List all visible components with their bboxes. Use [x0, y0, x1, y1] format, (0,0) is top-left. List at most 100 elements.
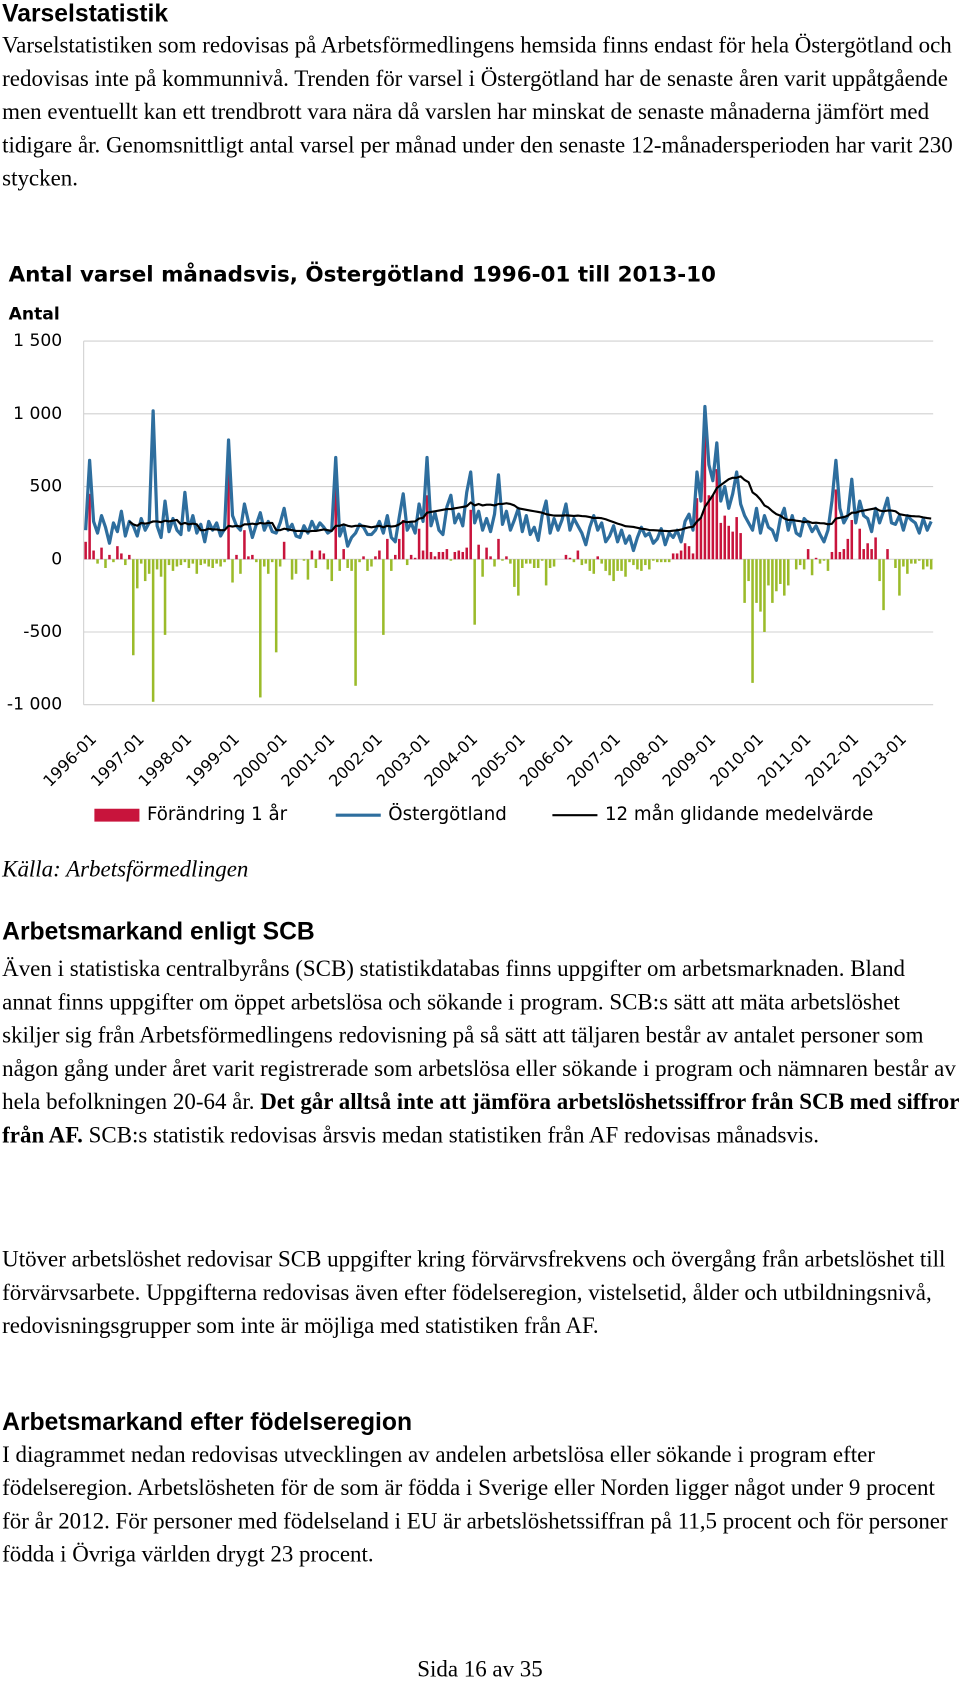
bar	[282, 541, 286, 560]
bar	[239, 559, 242, 574]
bar	[445, 549, 449, 560]
bar	[251, 554, 254, 560]
bar	[92, 550, 95, 560]
bar	[354, 559, 357, 686]
footer: Sida 16 av 35	[417, 1656, 543, 1682]
bar	[505, 556, 508, 560]
bar	[116, 546, 119, 560]
bar	[771, 559, 774, 603]
bar	[715, 469, 719, 560]
bar	[139, 559, 143, 564]
bar	[703, 426, 707, 560]
bar	[469, 509, 472, 560]
bar	[215, 559, 218, 564]
bar	[683, 543, 687, 560]
bar	[528, 559, 532, 564]
bar	[128, 554, 131, 560]
bar	[513, 559, 516, 587]
bar	[794, 559, 798, 570]
bar	[366, 559, 369, 571]
bar	[751, 559, 754, 683]
text: Utöver arbetslöshet redovisar SCB uppgif…	[2, 1246, 946, 1339]
bar	[878, 559, 881, 582]
y-tick-label: 1 500	[13, 331, 62, 351]
bar	[525, 559, 528, 564]
bar	[898, 559, 901, 596]
y-tick-label: 1 000	[13, 404, 62, 424]
bar	[532, 559, 536, 568]
bar	[441, 551, 445, 560]
bar	[727, 525, 730, 560]
bar	[382, 559, 385, 635]
bar	[195, 559, 199, 574]
bar	[453, 551, 457, 560]
bar	[318, 550, 322, 560]
bar	[135, 559, 139, 589]
bar	[568, 557, 572, 560]
bar	[314, 559, 318, 568]
bar	[858, 528, 861, 560]
bar	[378, 550, 381, 560]
bar	[290, 559, 294, 580]
bar	[370, 559, 373, 567]
bar	[787, 559, 790, 586]
bar	[735, 517, 738, 560]
bar	[223, 559, 226, 563]
text: Varselstatistiken som redovisas på Arbet…	[2, 32, 953, 191]
bar	[902, 559, 905, 567]
bar	[592, 559, 596, 574]
bar	[814, 557, 818, 560]
legend-swatch	[94, 808, 140, 822]
line	[84, 404, 933, 553]
paragraph: Även i statistiska centralbyråns (SCB) s…	[2, 952, 960, 1152]
bar	[96, 559, 99, 564]
bar	[917, 559, 921, 561]
y-tick-label: -1 000	[7, 695, 62, 715]
bar	[497, 538, 500, 560]
bar	[925, 559, 929, 567]
bar	[100, 547, 103, 560]
bar	[517, 559, 520, 596]
bar	[147, 559, 151, 574]
bar	[600, 559, 603, 564]
bar	[687, 546, 691, 560]
bar	[548, 559, 552, 568]
bar	[489, 556, 492, 560]
bar	[104, 559, 107, 568]
legend-label: Förändring 1 år	[147, 804, 288, 825]
bar	[425, 495, 429, 560]
bar	[572, 559, 576, 563]
bar	[616, 559, 619, 571]
bar	[802, 559, 806, 570]
bar	[155, 559, 159, 570]
bar	[457, 550, 461, 560]
line	[128, 475, 932, 533]
bar	[552, 559, 556, 567]
bar	[914, 559, 917, 564]
bar	[882, 559, 885, 611]
bar	[143, 559, 147, 582]
bar	[421, 550, 425, 560]
legend-label: 12 mån glidande medelvärde	[605, 804, 873, 825]
bar	[124, 559, 127, 566]
bar	[227, 464, 230, 560]
paragraph: I diagrammet nedan redovisas utvecklinge…	[2, 1438, 960, 1571]
bar	[413, 557, 417, 560]
bar	[731, 531, 734, 560]
bar	[691, 553, 695, 560]
bar	[850, 519, 854, 560]
bar	[302, 559, 306, 561]
bar	[346, 559, 349, 568]
bar	[481, 559, 484, 577]
bar	[509, 559, 512, 564]
bar	[231, 559, 234, 583]
bar	[465, 547, 469, 560]
bar	[866, 543, 869, 560]
bar	[910, 559, 913, 564]
bar	[175, 559, 179, 567]
bar	[473, 559, 476, 625]
bar	[663, 559, 667, 563]
y-tick-label: -500	[23, 622, 62, 642]
chart-title: Antal varsel månadsvis, Östergötland 199…	[9, 262, 716, 288]
